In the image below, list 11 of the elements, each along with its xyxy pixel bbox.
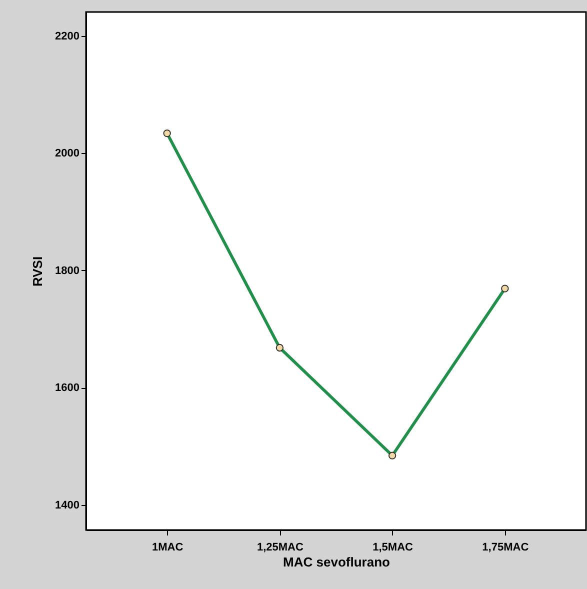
x-axis-title: MAC sevoflurano — [283, 554, 390, 570]
x-tick-label: 1,5MAC — [372, 542, 414, 554]
y-tick-label: 1600 — [55, 382, 80, 394]
y-tick-label: 1800 — [55, 264, 80, 277]
x-tick-label: 1MAC — [152, 542, 184, 554]
x-tick-label: 1,25MAC — [256, 542, 304, 554]
y-tick-label: 1400 — [55, 499, 80, 512]
x-tick-label: 1,75MAC — [482, 542, 529, 554]
y-axis-title: RVSI — [30, 256, 46, 287]
y-tick-label: 2000 — [55, 148, 80, 160]
y-tick-label: 2200 — [55, 30, 80, 43]
